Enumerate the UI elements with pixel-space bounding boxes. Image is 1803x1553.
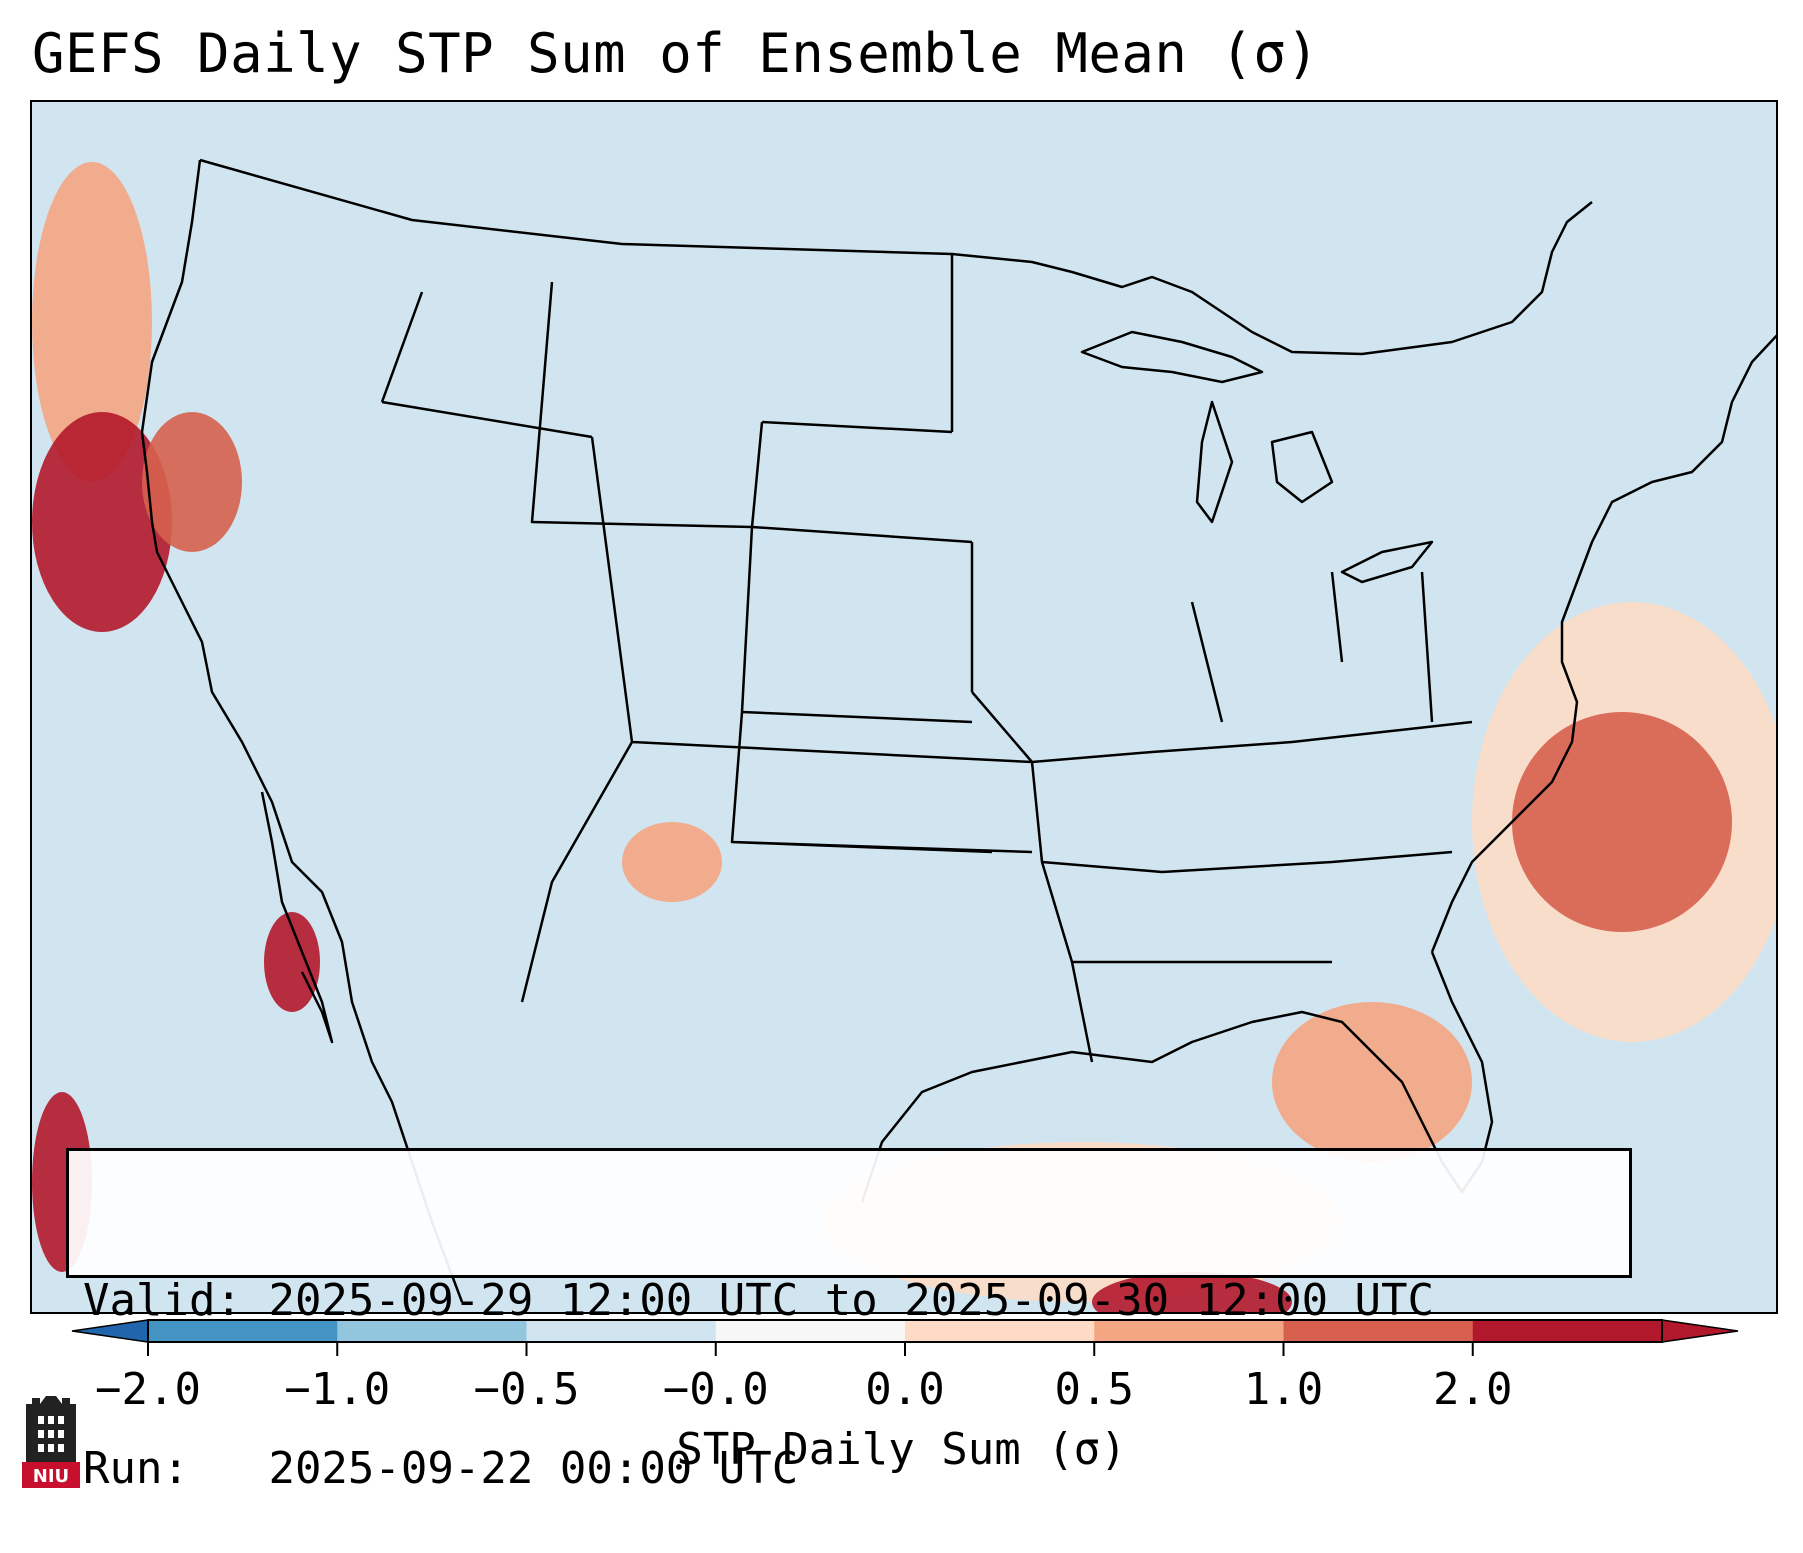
run-value: 2025-09-22 00:00 UTC xyxy=(268,1443,799,1494)
colorbar-tick-label-2: −0.5 xyxy=(473,1364,580,1415)
map-background xyxy=(32,102,1776,1312)
colorbar-tick-label-0: −2.0 xyxy=(95,1364,201,1415)
valid-line: Valid: 2025-09-29 12:00 UTC to 2025-09-3… xyxy=(83,1273,1615,1329)
lake-huron xyxy=(1270,430,1334,504)
colorbar-bin-3 xyxy=(715,1320,906,1342)
colorbar-bin-2 xyxy=(526,1320,717,1342)
niu-logo-tower xyxy=(26,1396,76,1462)
baja-peninsula xyxy=(260,791,334,1044)
gulf-coastline xyxy=(860,951,1494,1203)
run-line: Run: 2025-09-22 00:00 UTC xyxy=(83,1441,1615,1497)
colorbar-tick-label-3: −0.0 xyxy=(662,1364,769,1415)
stp-area-1 xyxy=(32,162,152,482)
pacific-coastline xyxy=(140,159,464,1303)
chart-title: GEFS Daily STP Sum of Ensemble Mean (σ) xyxy=(32,22,1320,85)
state-lines-east xyxy=(971,571,1473,1063)
stp-area-2 xyxy=(32,412,172,632)
boundaries xyxy=(140,158,1776,1303)
lake-superior xyxy=(1080,330,1264,384)
stp-area-10 xyxy=(1512,712,1732,932)
colorbar-label: STP Daily Sum (σ) xyxy=(676,1424,1127,1475)
state-lines xyxy=(380,254,1033,1003)
colorbar-bin-1 xyxy=(337,1320,527,1342)
canada-us-border xyxy=(199,158,1593,356)
stp-area-8 xyxy=(1272,1002,1472,1162)
run-label: Run: xyxy=(83,1443,189,1494)
niu-logo-windows xyxy=(38,1416,64,1452)
stp-area-4 xyxy=(264,912,320,1012)
colorbar-tick-label-7: 2.0 xyxy=(1433,1364,1513,1415)
colorbar-extend-high xyxy=(1661,1319,1739,1343)
stp-area-3 xyxy=(142,412,242,552)
valid-value: 2025-09-29 12:00 UTC to 2025-09-30 12:00… xyxy=(268,1275,1435,1326)
colorbar-tick-label-6: 1.0 xyxy=(1243,1364,1324,1415)
colorbar-tick-label-4: 0.0 xyxy=(865,1364,945,1415)
colorbar-tick-label-1: −1.0 xyxy=(284,1364,391,1415)
stp-area-7 xyxy=(1092,1272,1292,1312)
colorbar xyxy=(71,1319,1739,1356)
niu-logo-badge xyxy=(22,1462,80,1488)
colorbar-bin-0 xyxy=(148,1320,338,1342)
map-panel xyxy=(30,100,1778,1314)
niu-logo-text: NIU xyxy=(33,1466,69,1487)
colorbar-tick-label-5: 0.5 xyxy=(1054,1364,1134,1415)
colorbar-extend-low xyxy=(71,1319,149,1343)
lake-erie xyxy=(1340,540,1434,584)
map-svg xyxy=(32,102,1776,1312)
colorbar-bin-6 xyxy=(1283,1320,1474,1342)
stp-area-5 xyxy=(622,822,722,902)
colorbar-bin-5 xyxy=(1094,1320,1284,1342)
colorbar-bin-4 xyxy=(905,1320,1095,1342)
valid-run-box: Valid: 2025-09-29 12:00 UTC to 2025-09-3… xyxy=(66,1148,1632,1494)
niu-logo: NIU xyxy=(22,1396,80,1488)
valid-label: Valid: xyxy=(83,1275,242,1326)
atlantic-coastline xyxy=(1430,334,1776,953)
lake-michigan xyxy=(1195,400,1234,524)
colorbar-bin-7 xyxy=(1472,1320,1663,1342)
